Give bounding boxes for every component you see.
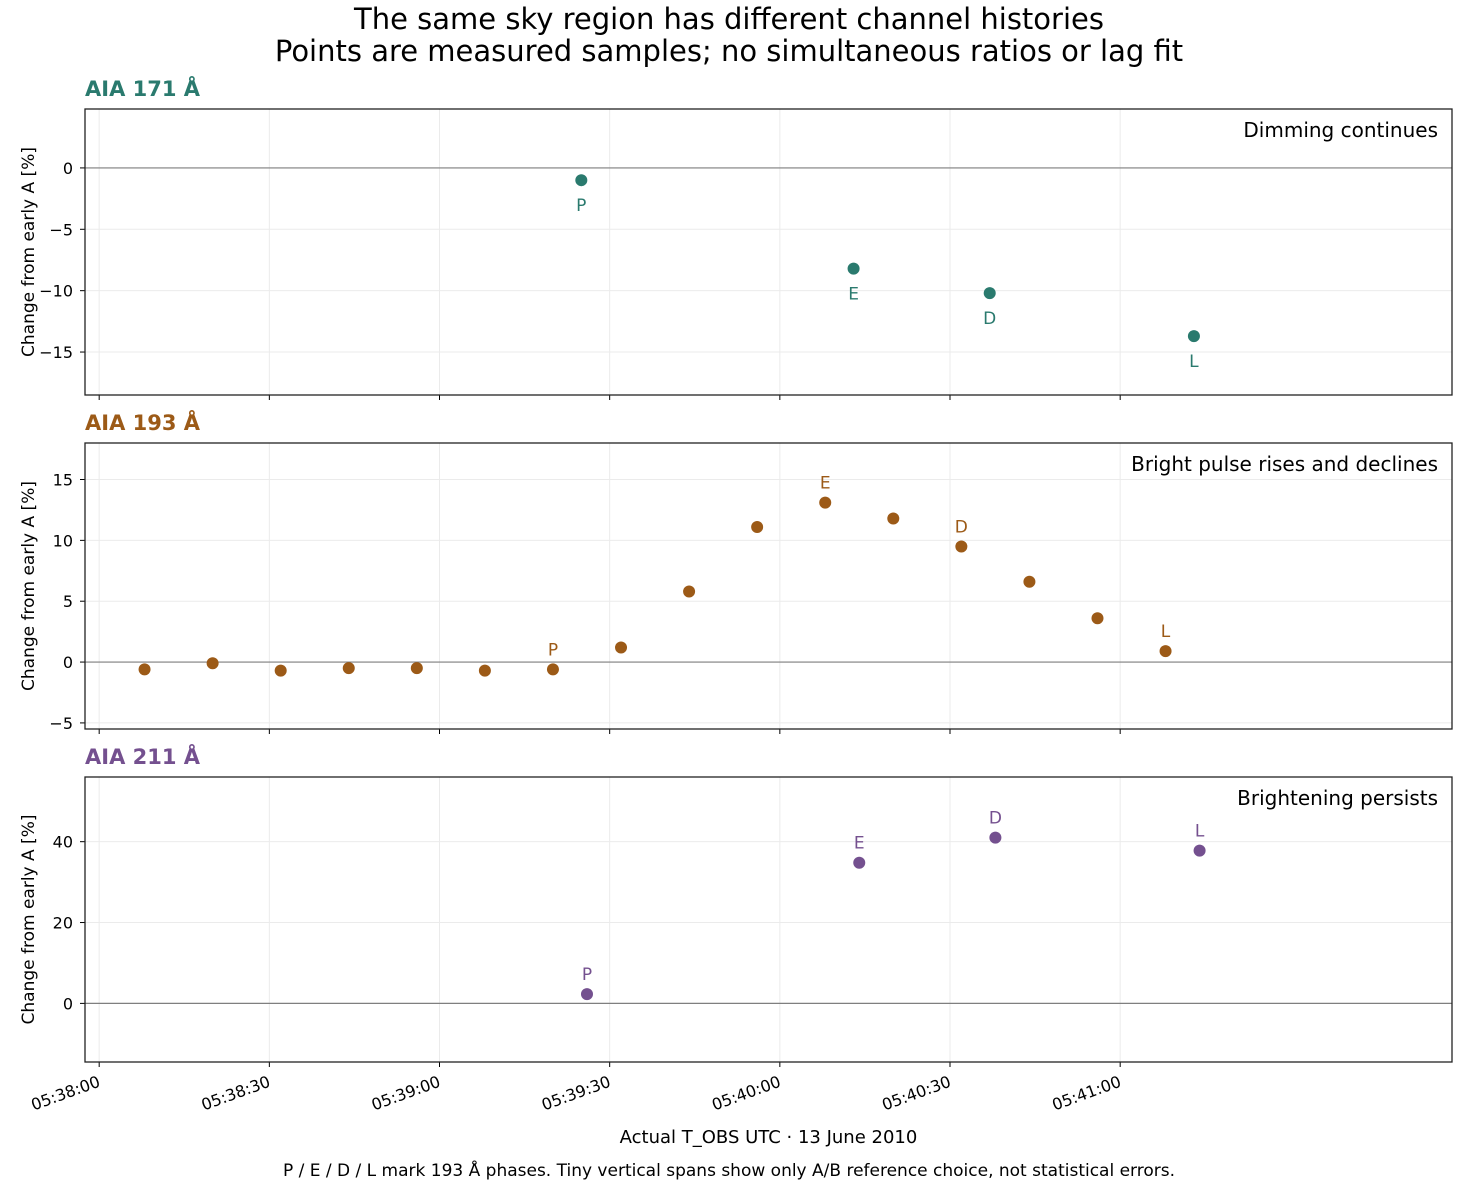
data-point <box>274 664 287 677</box>
data-point <box>983 287 996 300</box>
figure-title: The same sky region has different channe… <box>354 2 1104 36</box>
x-tick-label: 05:38:30 <box>199 1072 273 1114</box>
phase-label: L <box>1189 352 1199 372</box>
phase-label: D <box>955 517 968 537</box>
panel-title: AIA 211 Å <box>85 744 201 769</box>
x-tick-label: 05:39:00 <box>369 1072 443 1114</box>
x-axis-label: Actual T_OBS UTC · 13 June 2010 <box>619 1127 918 1148</box>
data-point <box>1193 844 1206 857</box>
data-point <box>478 664 491 677</box>
data-point <box>575 174 588 187</box>
axes-frame <box>84 442 1453 730</box>
panel-3: 40 20 0 05:38:00 05:38:30 05:39:00 05:39:30 05:… <box>19 744 1453 1114</box>
data-point <box>546 663 559 676</box>
phase-label: E <box>820 474 831 494</box>
y-tick-label: −5 <box>49 220 73 239</box>
y-tick-label: −10 <box>39 282 73 301</box>
y-tick-label: 40 <box>53 833 73 852</box>
y-tick-label: 0 <box>63 653 73 672</box>
data-point <box>1187 330 1200 343</box>
data-point <box>615 641 628 654</box>
y-axis-label: Change from early A [%] <box>19 147 39 357</box>
data-point <box>955 540 968 553</box>
x-tick-label: 05:38:00 <box>29 1072 103 1114</box>
axes-frame <box>84 108 1453 396</box>
panel-2: 15 10 5 0 −5 Change from early A [%] AIA 193 Å… <box>19 410 1453 734</box>
phase-label: D <box>989 809 1002 829</box>
axes-frame <box>84 776 1453 1063</box>
data-point <box>1159 645 1172 658</box>
y-tick-label: 5 <box>63 592 73 611</box>
y-tick-label: 15 <box>53 471 73 490</box>
panel-annotation: Bright pulse rises and declines <box>1131 452 1438 476</box>
phase-label: P <box>582 965 592 985</box>
figure-subtitle: Points are measured samples; no simultan… <box>274 34 1184 68</box>
data-point <box>206 657 219 670</box>
data-point <box>683 585 696 598</box>
data-point <box>819 496 832 509</box>
data-point <box>342 662 355 675</box>
data-point <box>138 663 151 676</box>
panel-annotation: Dimming continues <box>1243 118 1438 142</box>
data-point <box>580 988 593 1001</box>
phase-label: D <box>983 309 996 329</box>
data-point <box>887 512 900 525</box>
data-point <box>410 662 423 675</box>
x-tick-label: 05:40:00 <box>709 1072 783 1114</box>
panel-annotation: Brightening persists <box>1237 786 1438 810</box>
phase-label: P <box>576 196 586 216</box>
x-tick-label: 05:41:00 <box>1050 1072 1124 1114</box>
y-tick-label: −5 <box>49 714 73 733</box>
phase-label: E <box>848 285 859 305</box>
data-point <box>1023 575 1036 588</box>
data-point <box>989 831 1002 844</box>
x-tick-label: 05:40:30 <box>879 1072 953 1114</box>
y-tick-label: 20 <box>53 914 73 933</box>
panel-title: AIA 171 Å <box>85 76 201 101</box>
data-point <box>751 520 764 533</box>
y-axis-label: Change from early A [%] <box>19 815 39 1025</box>
phase-label: L <box>1161 622 1171 642</box>
panel-title: AIA 193 Å <box>85 410 201 435</box>
data-point <box>853 856 866 869</box>
y-tick-label: −15 <box>39 343 73 362</box>
figure-caption: P / E / D / L mark 193 Å phases. Tiny ve… <box>282 1161 1176 1181</box>
phase-label: E <box>854 834 865 854</box>
y-tick-label: 10 <box>53 531 73 550</box>
phase-label: P <box>548 640 558 660</box>
x-tick-label: 05:39:30 <box>539 1072 613 1114</box>
data-point <box>1091 612 1104 625</box>
y-tick-label: 0 <box>63 159 73 178</box>
phase-label: L <box>1195 822 1205 842</box>
y-tick-label: 0 <box>63 994 73 1013</box>
y-axis-label: Change from early A [%] <box>19 481 39 691</box>
data-point <box>847 262 860 275</box>
